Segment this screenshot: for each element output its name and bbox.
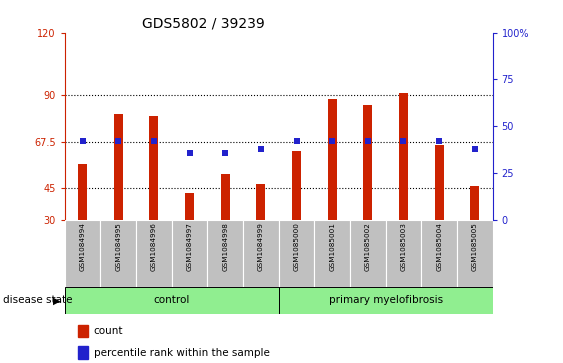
Bar: [149, 116, 158, 220]
Bar: [136, 220, 172, 287]
Bar: [172, 220, 207, 287]
Bar: [185, 193, 194, 220]
Bar: [65, 220, 100, 287]
Text: GSM1085001: GSM1085001: [329, 222, 335, 270]
Text: GSM1085004: GSM1085004: [436, 222, 442, 270]
Text: GDS5802 / 39239: GDS5802 / 39239: [142, 16, 265, 30]
Text: GSM1085002: GSM1085002: [365, 222, 371, 270]
Bar: [65, 287, 279, 314]
Text: GSM1084997: GSM1084997: [186, 222, 193, 270]
Text: GSM1084995: GSM1084995: [115, 222, 121, 270]
Text: percentile rank within the sample: percentile rank within the sample: [94, 347, 270, 358]
Bar: [78, 325, 88, 337]
Bar: [328, 99, 337, 220]
Bar: [221, 174, 230, 220]
Bar: [100, 220, 136, 287]
Bar: [256, 184, 265, 220]
Bar: [470, 186, 479, 220]
Bar: [457, 220, 493, 287]
Bar: [279, 287, 493, 314]
Bar: [279, 220, 314, 287]
Bar: [78, 346, 88, 359]
Bar: [363, 105, 372, 220]
Text: ▶: ▶: [53, 295, 61, 305]
Text: GSM1085003: GSM1085003: [400, 222, 406, 270]
Text: disease state: disease state: [3, 295, 72, 305]
Text: count: count: [94, 326, 123, 336]
Text: GSM1085000: GSM1085000: [293, 222, 300, 270]
Bar: [399, 93, 408, 220]
Bar: [386, 220, 421, 287]
Bar: [78, 163, 87, 220]
Text: GSM1084998: GSM1084998: [222, 222, 228, 270]
Bar: [435, 145, 444, 220]
Text: GSM1085005: GSM1085005: [472, 222, 478, 270]
Bar: [292, 151, 301, 220]
Text: GSM1084994: GSM1084994: [79, 222, 86, 270]
Bar: [350, 220, 386, 287]
Bar: [314, 220, 350, 287]
Text: GSM1084999: GSM1084999: [258, 222, 264, 270]
Text: control: control: [154, 295, 190, 305]
Bar: [243, 220, 279, 287]
Text: primary myelofibrosis: primary myelofibrosis: [329, 295, 443, 305]
Bar: [421, 220, 457, 287]
Text: GSM1084996: GSM1084996: [151, 222, 157, 270]
Bar: [114, 114, 123, 220]
Bar: [207, 220, 243, 287]
